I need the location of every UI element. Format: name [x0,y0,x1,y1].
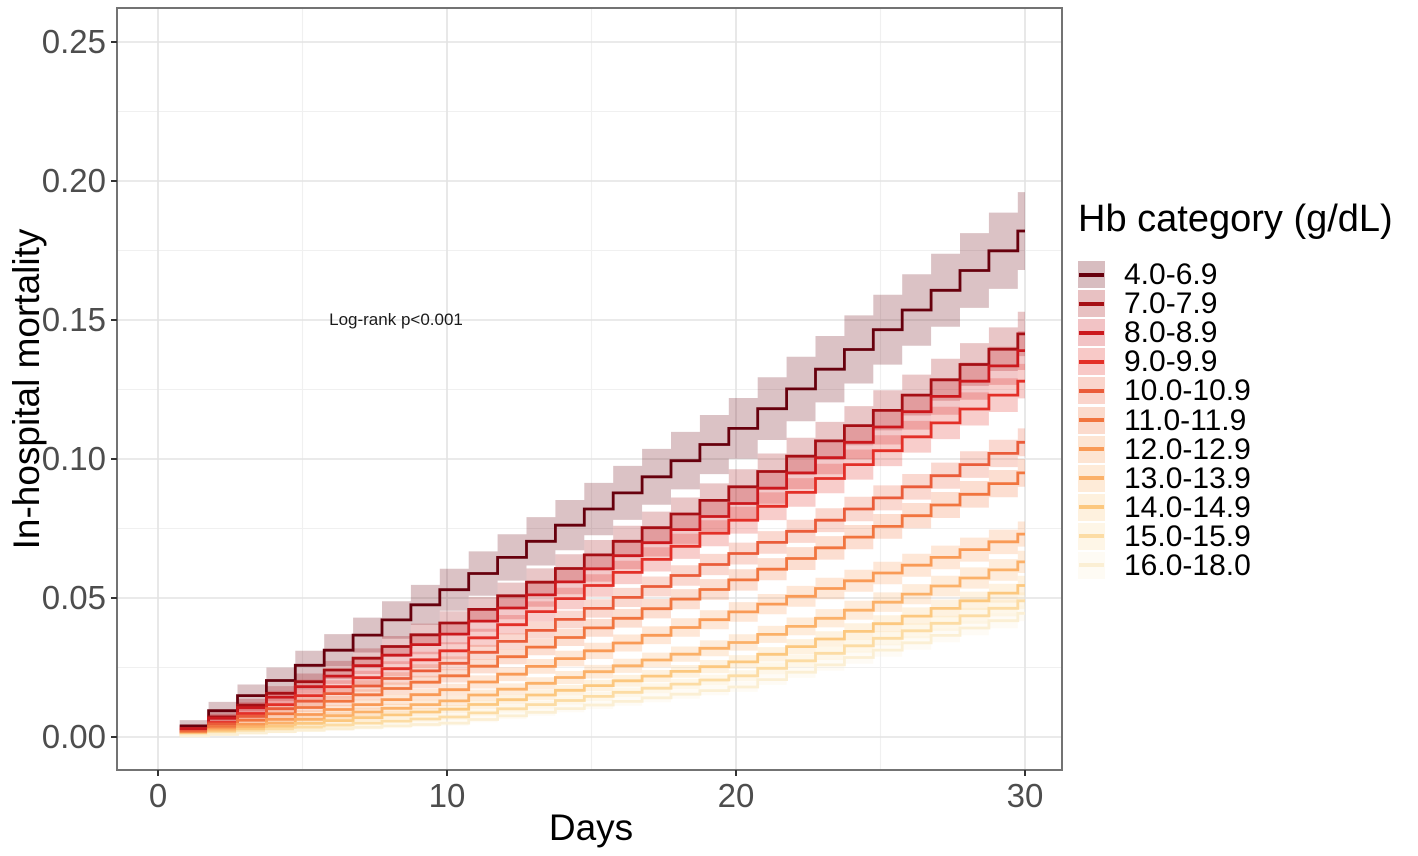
legend-label-16.0-18.0: 16.0-18.0 [1124,548,1251,582]
legend-item-11.0-11.9: 11.0-11.9 [1078,403,1393,437]
legend-key-swatch-9.0-9.9 [1078,348,1105,376]
y-tick-label-0.15: 0.15 [42,301,106,338]
legend-key-line-10.0-10.9 [1079,388,1104,393]
legend-key-line-7.0-7.9 [1079,301,1104,306]
legend-item-13.0-13.9: 13.0-13.9 [1078,461,1393,495]
legend-item-9.0-9.9: 9.0-9.9 [1078,345,1393,379]
legend-key-line-13.0-13.9 [1079,476,1104,481]
legend-key-line-9.0-9.9 [1079,359,1104,364]
legend-key-swatch-10.0-10.9 [1078,377,1105,405]
legend-label-14.0-14.9: 14.0-14.9 [1124,490,1251,524]
curve-10.0-10.9 [179,440,1025,733]
legend-label-7.0-7.9: 7.0-7.9 [1124,287,1218,321]
panel-border [116,7,1063,771]
y-tick-label-0.05: 0.05 [42,579,106,616]
curve-13.0-13.9 [179,560,1025,736]
x-tick-label-0: 0 [149,777,167,814]
x-axis-title: Days [548,807,634,848]
legend-item-14.0-14.9: 14.0-14.9 [1078,490,1393,524]
y-tick-label-0.20: 0.20 [42,162,106,199]
legend-label-10.0-10.9: 10.0-10.9 [1124,374,1251,408]
legend-key-swatch-13.0-13.9 [1078,464,1105,492]
y-axis-title: In-hospital mortality [6,228,47,550]
legend-item-4.0-6.9: 4.0-6.9 [1078,258,1393,292]
curve-7.0-7.9 [179,332,1025,731]
legend-key-line-14.0-14.9 [1079,505,1104,510]
legend-label-11.0-11.9: 11.0-11.9 [1124,403,1247,437]
y-tick-label-0.25: 0.25 [42,23,106,60]
legend-item-15.0-15.9: 15.0-15.9 [1078,519,1393,553]
legend-item-8.0-8.9: 8.0-8.9 [1078,316,1393,350]
legend-key-line-4.0-6.9 [1079,272,1104,277]
legend-item-7.0-7.9: 7.0-7.9 [1078,287,1393,321]
legend-key-swatch-7.0-7.9 [1078,290,1105,318]
legend-items: 4.0-6.9 7.0-7.9 8.0-8.9 9.0-9.9 10.0-10.9 11.… [1078,260,1393,580]
legend-label-13.0-13.9: 13.0-13.9 [1124,461,1251,495]
curve-14.0-14.9 [179,584,1025,737]
curve-9.0-9.9 [179,379,1025,733]
legend-item-10.0-10.9: 10.0-10.9 [1078,374,1393,408]
legend-item-12.0-12.9: 12.0-12.9 [1078,432,1393,466]
legend-label-9.0-9.9: 9.0-9.9 [1124,345,1218,379]
legend-key-line-11.0-11.9 [1079,418,1104,423]
legend-label-4.0-6.9: 4.0-6.9 [1124,258,1218,292]
curve-8.0-8.9 [179,349,1025,731]
x-tick-label-10: 10 [429,777,466,814]
legend-key-swatch-12.0-12.9 [1078,435,1105,463]
legend-key-swatch-14.0-14.9 [1078,493,1105,521]
x-tick-label-20: 20 [718,777,755,814]
legend-item-16.0-18.0: 16.0-18.0 [1078,548,1393,582]
legend-label-8.0-8.9: 8.0-8.9 [1124,316,1218,350]
legend: Hb category (g/dL) 4.0-6.9 7.0-7.9 8.0-8.9… [1078,198,1393,580]
x-tick-label-30: 30 [1007,777,1044,814]
curve-12.0-12.9 [179,532,1025,736]
legend-key-line-15.0-15.9 [1079,534,1104,539]
y-tick-label-0.00: 0.00 [42,718,106,755]
legend-key-swatch-4.0-6.9 [1078,261,1105,289]
legend-key-swatch-15.0-15.9 [1078,522,1105,550]
legend-key-swatch-16.0-18.0 [1078,551,1105,579]
curve-16.0-18.0 [179,611,1025,738]
y-tick-label-0.10: 0.10 [42,440,106,477]
curve-11.0-11.9 [179,471,1025,735]
legend-label-12.0-12.9: 12.0-12.9 [1124,432,1251,466]
legend-key-line-12.0-12.9 [1079,447,1104,452]
legend-label-15.0-15.9: 15.0-15.9 [1124,519,1251,553]
curve-4.0-6.9 [179,229,1025,728]
logrank-annotation: Log-rank p<0.001 [329,310,463,329]
legend-key-line-16.0-18.0 [1079,563,1104,568]
curve-15.0-15.9 [179,599,1025,737]
legend-key-swatch-11.0-11.9 [1078,406,1105,434]
legend-title: Hb category (g/dL) [1078,198,1393,240]
legend-key-swatch-8.0-8.9 [1078,319,1105,347]
legend-key-line-8.0-8.9 [1079,330,1104,335]
